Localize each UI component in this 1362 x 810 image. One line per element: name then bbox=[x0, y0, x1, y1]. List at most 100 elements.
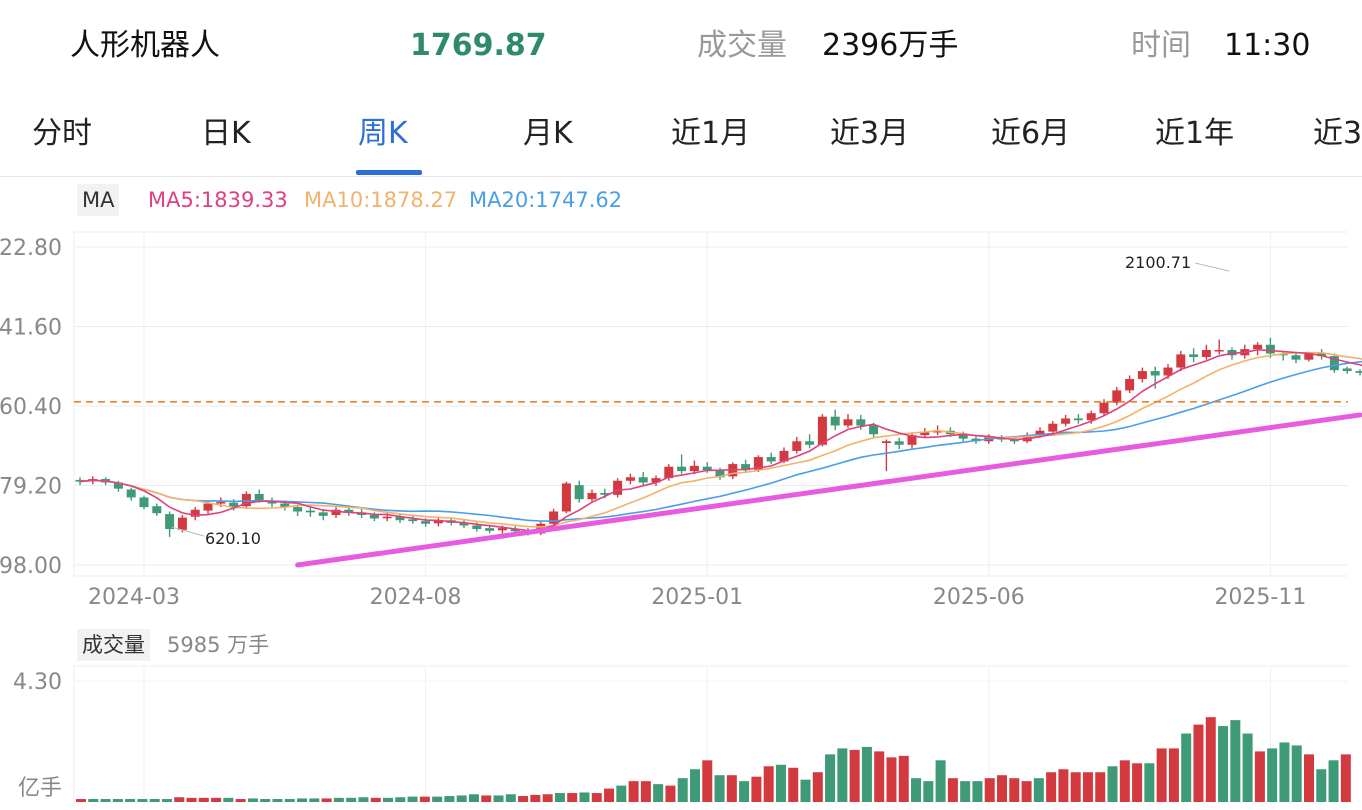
candle bbox=[689, 460, 699, 475]
candle-body bbox=[1214, 350, 1224, 352]
candle bbox=[817, 414, 827, 447]
volume-bar bbox=[1009, 778, 1020, 802]
volume-bar bbox=[1205, 717, 1216, 802]
tab-3-month[interactable]: 近3月 bbox=[830, 116, 910, 151]
candle bbox=[408, 515, 418, 524]
volume-bar bbox=[923, 781, 934, 802]
candle-body bbox=[779, 450, 789, 462]
date-tick-label: 2024-03 bbox=[88, 585, 180, 610]
volume-bar bbox=[419, 796, 430, 802]
candle-body bbox=[229, 502, 239, 508]
candle-body bbox=[920, 432, 930, 436]
candle-body bbox=[139, 497, 149, 508]
volume-bar bbox=[1107, 766, 1118, 802]
volume-bar bbox=[112, 799, 123, 802]
volume-bar bbox=[935, 760, 946, 802]
candle-body bbox=[894, 441, 904, 445]
candle-body bbox=[1304, 353, 1314, 360]
volume-bar bbox=[247, 798, 258, 802]
tab-fenshi[interactable]: 分时 bbox=[32, 116, 92, 151]
candle-body bbox=[165, 514, 175, 530]
volume-bar bbox=[579, 792, 590, 802]
tabs-divider bbox=[0, 176, 1362, 177]
tab-week-k[interactable]: 周K bbox=[358, 116, 408, 151]
candle bbox=[1112, 386, 1122, 406]
volume-bar bbox=[960, 781, 971, 802]
volume-bar bbox=[1193, 724, 1204, 802]
candle bbox=[587, 489, 597, 502]
candle bbox=[881, 439, 891, 472]
ma-chip[interactable]: MA bbox=[77, 184, 120, 216]
candle-body bbox=[1073, 418, 1083, 421]
volume-bar bbox=[763, 766, 774, 802]
volume-bar bbox=[653, 784, 664, 802]
volume-bar bbox=[1267, 748, 1278, 802]
candle bbox=[843, 414, 853, 429]
candle bbox=[651, 475, 661, 487]
candle-body bbox=[190, 509, 200, 517]
candle-body bbox=[1189, 354, 1199, 358]
low-annotation: 620.10 bbox=[205, 529, 261, 548]
candle bbox=[856, 414, 866, 430]
candle-body bbox=[830, 416, 840, 426]
candle bbox=[664, 464, 674, 481]
volume-bar bbox=[88, 799, 99, 802]
price-tick-label: 60.40 bbox=[0, 395, 62, 420]
candle-body bbox=[254, 493, 264, 501]
candle-body bbox=[574, 485, 584, 500]
volume-bar bbox=[1254, 751, 1265, 802]
volume-bar bbox=[125, 799, 136, 802]
volume-bar bbox=[223, 797, 234, 802]
candle bbox=[625, 473, 635, 485]
price-tick-label: 79.20 bbox=[0, 475, 62, 500]
candle-body bbox=[600, 493, 610, 495]
candle bbox=[728, 462, 738, 480]
candle-body bbox=[933, 430, 943, 433]
tab-1-month[interactable]: 近1月 bbox=[671, 116, 751, 151]
candle-body bbox=[1342, 368, 1352, 372]
high-annotation: 2100.71 bbox=[1125, 253, 1191, 272]
candle bbox=[894, 437, 904, 450]
candle-body bbox=[177, 517, 187, 530]
volume-chip[interactable]: 成交量 bbox=[77, 629, 150, 661]
candle bbox=[190, 507, 200, 521]
candle bbox=[1048, 421, 1058, 434]
volume-bar bbox=[198, 797, 209, 802]
volume-bar bbox=[1095, 772, 1106, 802]
tab-month-k[interactable]: 月K bbox=[523, 116, 573, 151]
candle-body bbox=[1137, 371, 1147, 379]
candle bbox=[1355, 369, 1362, 376]
candle bbox=[920, 428, 930, 438]
candle-body bbox=[817, 416, 827, 445]
volume-tick-label: 4.30 bbox=[13, 670, 62, 695]
candle-body bbox=[805, 441, 815, 445]
ma20-value: MA20:1747.62 bbox=[469, 188, 623, 212]
tab-3-year[interactable]: 近3 bbox=[1313, 116, 1362, 151]
volume-bar bbox=[567, 793, 578, 802]
volume-bar bbox=[984, 778, 995, 802]
ma20-line bbox=[79, 360, 1362, 522]
volume-bar bbox=[849, 749, 860, 802]
index-name: 人形机器人 bbox=[70, 28, 220, 63]
price-tick-label: 41.60 bbox=[0, 316, 62, 341]
candle-body bbox=[1061, 418, 1071, 424]
tab-1-year[interactable]: 近1年 bbox=[1155, 116, 1235, 151]
candle-body bbox=[408, 519, 418, 522]
candle-body bbox=[1048, 423, 1058, 432]
candle bbox=[1150, 366, 1160, 389]
volume-bar bbox=[1156, 748, 1167, 802]
index-price: 1769.87 bbox=[410, 28, 547, 63]
volume-value: 2396万手 bbox=[822, 28, 959, 63]
candle bbox=[305, 507, 315, 517]
candle bbox=[1073, 414, 1083, 424]
candle-body bbox=[152, 506, 162, 514]
candle-body bbox=[395, 516, 405, 521]
tab-day-k[interactable]: 日K bbox=[201, 116, 251, 151]
candle-body bbox=[459, 522, 469, 526]
candle-body bbox=[1329, 356, 1339, 371]
candle bbox=[433, 516, 443, 527]
volume-label: 成交量 bbox=[697, 28, 787, 63]
tab-6-month[interactable]: 近6月 bbox=[991, 116, 1071, 151]
candle bbox=[331, 507, 341, 519]
